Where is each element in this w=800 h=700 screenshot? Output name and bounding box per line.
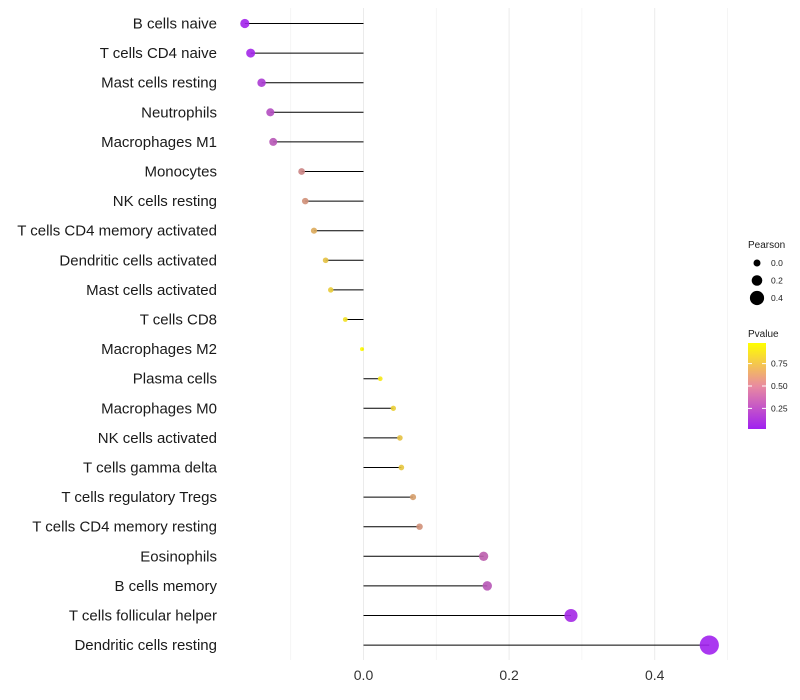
color-legend-label: 0.75 bbox=[771, 359, 788, 369]
category-label: T cells regulatory Tregs bbox=[61, 489, 217, 506]
category-label: Macrophages M0 bbox=[101, 400, 217, 417]
lollipop-point bbox=[246, 48, 256, 58]
lollipop-point bbox=[377, 376, 383, 382]
lollipop-point bbox=[478, 551, 489, 561]
category-label: Dendritic cells activated bbox=[59, 252, 217, 269]
color-legend-label: 0.50 bbox=[771, 381, 788, 391]
x-tick-label: 0.4 bbox=[645, 667, 665, 683]
category-label: T cells CD4 naive bbox=[100, 45, 217, 62]
category-label: Dendritic cells resting bbox=[74, 637, 217, 654]
lollipop-point bbox=[416, 523, 423, 530]
size-legend-key bbox=[751, 275, 763, 286]
category-label: Eosinophils bbox=[140, 548, 217, 565]
size-legend-key bbox=[749, 290, 765, 306]
category-label: T cells gamma delta bbox=[83, 460, 218, 477]
color-legend-title: Pvalue bbox=[748, 329, 779, 340]
category-label: T cells follicular helper bbox=[69, 608, 217, 625]
lollipop-point bbox=[240, 18, 250, 29]
lollipop-point bbox=[301, 197, 309, 205]
lollipop-point bbox=[390, 405, 397, 411]
size-legend-label: 0.4 bbox=[771, 293, 783, 303]
x-tick-label: 0.2 bbox=[499, 667, 519, 683]
lollipop-point bbox=[564, 608, 578, 623]
category-label: Mast cells activated bbox=[86, 282, 217, 299]
category-label: Monocytes bbox=[144, 164, 217, 181]
lollipop-point bbox=[409, 494, 417, 501]
category-label: Plasma cells bbox=[133, 371, 217, 388]
size-legend-label: 0.2 bbox=[771, 276, 783, 286]
lollipop-point bbox=[482, 581, 492, 591]
lollipop-point bbox=[342, 317, 348, 322]
size-legend-label: 0.0 bbox=[771, 258, 783, 268]
category-label: T cells CD8 bbox=[140, 312, 217, 329]
size-legend-key bbox=[753, 259, 761, 267]
lollipop-point bbox=[360, 347, 365, 352]
lollipop-point bbox=[328, 287, 334, 293]
size-legend-title: Pearson bbox=[748, 240, 785, 251]
category-label: NK cells activated bbox=[98, 430, 217, 447]
category-label: B cells memory bbox=[114, 578, 217, 595]
color-legend-bar bbox=[748, 343, 766, 429]
category-label: Macrophages M2 bbox=[101, 341, 217, 358]
lollipop-point bbox=[298, 168, 305, 175]
lollipop-point bbox=[699, 635, 719, 655]
category-label: B cells naive bbox=[133, 16, 217, 33]
lollipop-point bbox=[310, 227, 318, 234]
category-label: NK cells resting bbox=[113, 193, 217, 210]
category-label: Mast cells resting bbox=[101, 75, 217, 92]
lollipop-point bbox=[266, 108, 275, 117]
lollipop-point bbox=[397, 435, 403, 441]
category-label: T cells CD4 memory activated bbox=[17, 223, 217, 240]
category-label: T cells CD4 memory resting bbox=[32, 519, 217, 536]
x-tick-label: 0.0 bbox=[354, 667, 374, 683]
lollipop-point bbox=[269, 137, 278, 146]
category-label: Neutrophils bbox=[141, 104, 217, 121]
lollipop-point bbox=[322, 257, 329, 264]
lollipop-point bbox=[257, 78, 266, 87]
color-legend-label: 0.25 bbox=[771, 403, 788, 413]
category-label: Macrophages M1 bbox=[101, 134, 217, 151]
lollipop-point bbox=[398, 464, 405, 471]
